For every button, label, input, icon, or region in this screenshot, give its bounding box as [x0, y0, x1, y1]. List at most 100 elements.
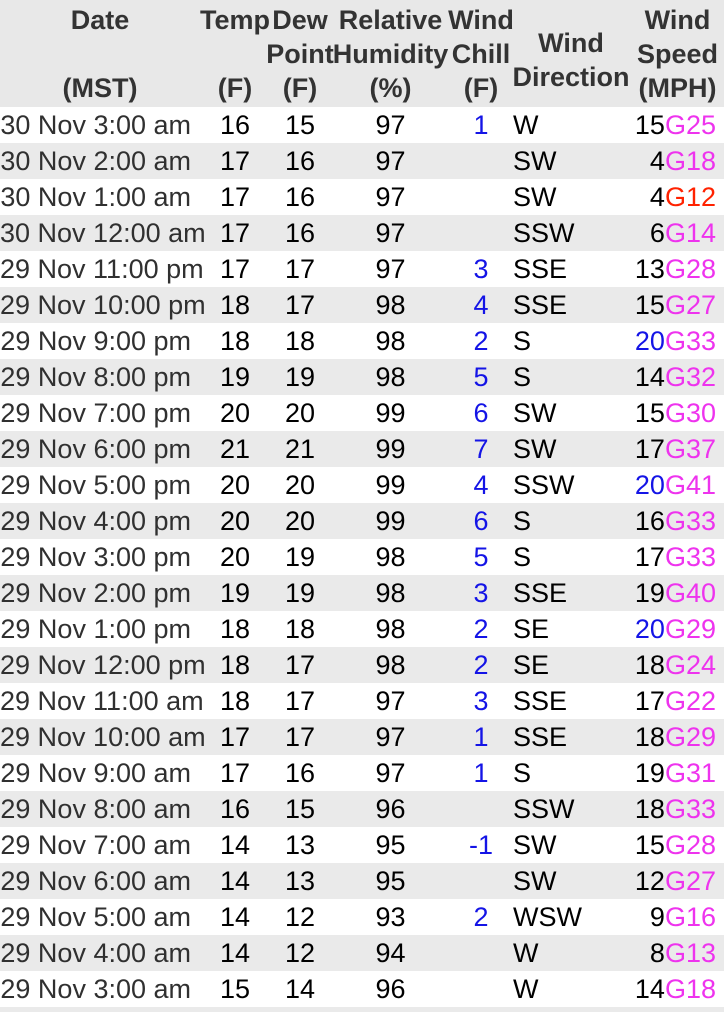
wind-direction-cell: SW [513, 830, 557, 860]
date-cell: 30 Nov 2:00 am [0, 146, 191, 176]
humidity-cell: 98 [375, 578, 406, 608]
wind-speed-value: 4 [649, 146, 665, 176]
dew-point-cell: 18 [284, 326, 316, 356]
date-cell: 29 Nov 3:00 am [0, 974, 191, 1004]
wind-gust-value: G30 [664, 398, 716, 428]
column-header-wind-chill: Wind Chill (F) [448, 0, 514, 107]
dew-point-cell: 17 [284, 722, 316, 752]
wind-chill-cell: 5 [473, 362, 489, 392]
humidity-cell: 97 [375, 182, 406, 212]
wind-speed-cell: 19G31 [631, 755, 724, 791]
observation-row: 29 Nov 6:00 pm 21 21 99 7 SW 17G37 [0, 431, 724, 467]
wind-speed-value: 19 [634, 578, 665, 608]
observation-row: 29 Nov 7:00 pm 20 20 99 6 SW 15G30 [0, 395, 724, 431]
temp-cell: 19 [219, 578, 251, 608]
wind-gust-value: G18 [664, 146, 716, 176]
wind-speed-cell: 8G13 [631, 935, 724, 971]
observation-row: 29 Nov 9:00 am 17 16 97 1 S 19G31 [0, 755, 724, 791]
wind-chill-cell [451, 179, 511, 215]
header-chill-unit: (F) [463, 73, 499, 103]
wind-speed-value: 18 [634, 722, 665, 752]
humidity-cell: 99 [375, 398, 406, 428]
observation-row: 29 Nov 12:00 pm 18 17 98 2 SE 18G24 [0, 647, 724, 683]
wind-gust-value: G29 [664, 614, 716, 644]
wind-speed-value: 9 [649, 902, 665, 932]
wind-chill-cell [451, 143, 511, 179]
wind-gust-value: G27 [664, 290, 716, 320]
temp-cell: 20 [219, 542, 251, 572]
date-cell: 29 Nov 7:00 pm [0, 398, 191, 428]
wind-direction-cell: SSE [513, 290, 568, 320]
observation-row: 29 Nov 2:00 pm 19 19 98 3 SSE 19G40 [0, 575, 724, 611]
wind-gust-value: G33 [664, 326, 716, 356]
temp-cell: 14 [219, 866, 251, 896]
wind-speed-value: 20 [634, 614, 665, 644]
humidity-cell: 97 [375, 218, 406, 248]
wind-speed-value: 17 [634, 434, 665, 464]
wind-speed-cell: 12G27 [631, 863, 724, 899]
humidity-cell: 98 [375, 326, 406, 356]
wind-speed-cell: 15G28 [631, 827, 724, 863]
wind-chill-cell: 3 [473, 254, 489, 284]
wind-speed-cell: 14G18 [631, 971, 724, 1007]
wind-speed-value: 18 [634, 650, 665, 680]
column-header-dew-point: Dew Point (F) [266, 0, 334, 107]
wind-gust-value: G25 [664, 110, 716, 140]
temp-cell: 17 [219, 182, 251, 212]
wind-gust-value: G12 [664, 182, 716, 212]
date-cell: 29 Nov 11:00 pm [0, 254, 204, 284]
wind-chill-cell [451, 215, 511, 251]
observation-row: 29 Nov 3:00 pm 20 19 98 5 S 17G33 [0, 539, 724, 575]
wind-direction-cell: SW [513, 434, 557, 464]
date-cell: 29 Nov 4:00 pm [0, 506, 191, 536]
date-cell: 30 Nov 3:00 am [0, 110, 191, 140]
humidity-cell: 98 [375, 650, 406, 680]
date-cell: 29 Nov 4:00 am [0, 938, 191, 968]
wind-gust-value: G37 [664, 434, 716, 464]
temp-cell: 20 [219, 506, 251, 536]
column-header-date: Date (MST) [0, 0, 200, 107]
humidity-cell: 96 [375, 794, 406, 824]
wind-speed-value: 20 [634, 326, 665, 356]
wind-direction-cell: SW [513, 146, 557, 176]
wind-gust-value: G13 [664, 938, 716, 968]
humidity-cell: 96 [375, 974, 406, 1004]
wind-chill-cell: 5 [473, 542, 489, 572]
wind-direction-cell: SW [513, 866, 557, 896]
dew-point-cell: 20 [284, 506, 316, 536]
observation-row: 29 Nov 4:00 am 14 12 94 W 8G13 [0, 935, 724, 971]
wind-speed-cell: 18G29 [631, 719, 724, 755]
wind-speed-value: 14 [634, 974, 665, 1004]
humidity-cell: 99 [375, 506, 406, 536]
wind-speed-value: 20 [634, 470, 665, 500]
wind-speed-value: 16 [634, 506, 665, 536]
humidity-cell: 97 [375, 146, 406, 176]
temp-cell: 18 [219, 650, 251, 680]
wind-speed-value: 18 [634, 794, 665, 824]
temp-cell: 21 [219, 434, 251, 464]
humidity-cell: 99 [375, 434, 406, 464]
wind-gust-value: G27 [664, 866, 716, 896]
date-cell: 29 Nov 9:00 pm [0, 326, 191, 356]
wind-speed-value: 14 [634, 362, 665, 392]
wind-speed-cell: 18G24 [631, 647, 724, 683]
observation-row: 29 Nov 1:00 pm 18 18 98 2 SE 20G29 [0, 611, 724, 647]
wind-direction-cell: SW [513, 182, 557, 212]
dew-point-cell: 17 [284, 650, 316, 680]
header-direction-label-2: Direction [512, 61, 630, 92]
wind-chill-cell: 1 [473, 758, 489, 788]
humidity-cell: 97 [375, 110, 406, 140]
wind-speed-value: 17 [634, 686, 665, 716]
temp-cell: 17 [219, 254, 251, 284]
wind-direction-cell: SSE [513, 254, 568, 284]
humidity-cell: 97 [375, 686, 406, 716]
wind-speed-cell: 18G33 [631, 791, 724, 827]
wind-speed-cell: 17G37 [631, 431, 724, 467]
wind-direction-cell: SSW [513, 218, 575, 248]
humidity-cell: 97 [375, 254, 406, 284]
observation-row: 29 Nov 5:00 am 14 12 93 2 WSW 9G16 [0, 899, 724, 935]
dew-point-cell: 13 [284, 866, 316, 896]
observation-row: 30 Nov 12:00 am 17 16 97 SSW 6G14 [0, 215, 724, 251]
wind-gust-value: G28 [664, 254, 716, 284]
